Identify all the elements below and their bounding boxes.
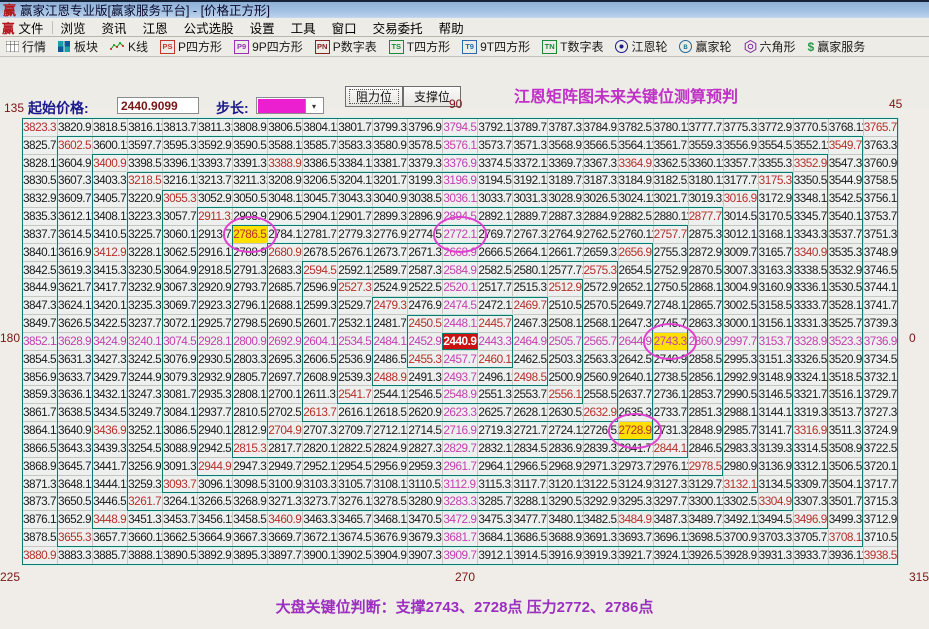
svg-text:B: B bbox=[684, 45, 689, 51]
